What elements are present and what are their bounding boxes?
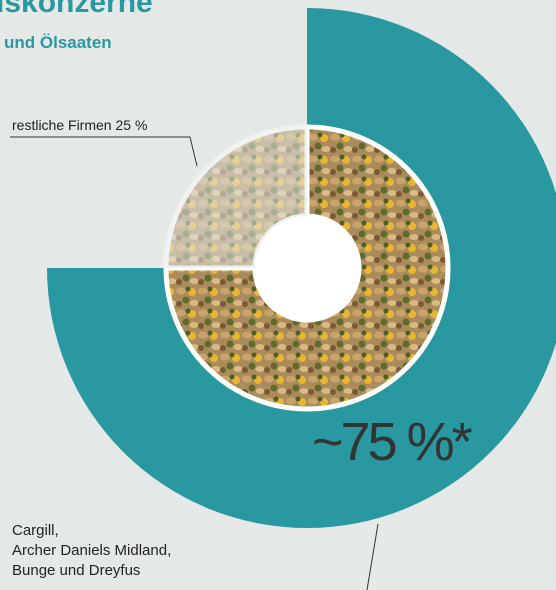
category-label: Cargill, Archer Daniels Midland, Bunge u… [12, 522, 172, 579]
hole [255, 216, 359, 320]
leader-line [366, 523, 379, 590]
leader-line [10, 136, 198, 167]
chart-title: iskonzerne [0, 0, 153, 19]
sectors [47, 8, 556, 528]
small-share-label: restliche Firmen 25 % [12, 115, 147, 135]
outer-sector [47, 8, 556, 528]
category-label: restliche Firmen [12, 117, 112, 133]
chart-subtitle: und Ölsaaten [4, 33, 112, 52]
value-label: 25 % [115, 117, 148, 133]
value-label: ~75 %* [312, 412, 473, 472]
